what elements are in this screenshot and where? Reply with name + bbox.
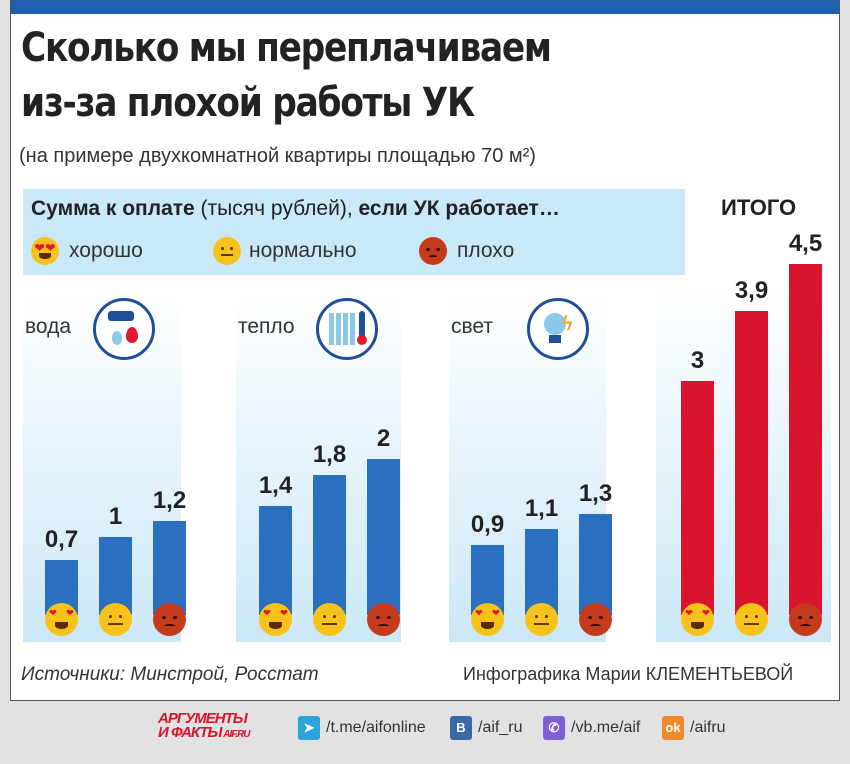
- neutral-face-emoji-icon: [213, 237, 241, 265]
- category-label: вода: [25, 315, 72, 338]
- bar-value-label: 0,9: [470, 510, 505, 538]
- infographic-card: Сколько мы переплачиваем из-за плохой ра…: [10, 0, 840, 701]
- angry-face-emoji-icon: [579, 603, 612, 636]
- bar-water-1: [99, 537, 132, 615]
- credit: Инфографика Марии КЛЕМЕНТЬЕВОЙ: [463, 664, 794, 684]
- viber-link[interactable]: ✆ /vb.me/aif: [543, 716, 640, 740]
- legend-item-good: ❤ ❤ хорошо: [31, 237, 143, 265]
- bar-total-2: [789, 264, 822, 615]
- bar-light-2: [579, 513, 612, 615]
- subtitle: (на примере двухкомнатной квартиры площа…: [19, 145, 536, 167]
- angry-face-emoji-icon: [367, 603, 400, 636]
- odnoklassniki-link[interactable]: ok/aifru: [662, 716, 726, 740]
- total-title: ИТОГО: [721, 195, 797, 220]
- link-text: /aif_ru: [478, 719, 523, 736]
- heart-eyes-emoji-icon: ❤ ❤: [259, 603, 292, 636]
- bar-value-label: 0,7: [44, 526, 79, 554]
- source: Источники: Минстрой, Росстат: [21, 664, 319, 685]
- angry-face-emoji-icon: [153, 603, 186, 636]
- footer: АРГУМЕНТЫ И ФАКТЫ AIF.RU ➤ /t.me/aifonline…: [0, 710, 850, 742]
- telegram-link[interactable]: ➤ /t.me/aifonline: [298, 716, 426, 740]
- light-bulb-icon: ϟ: [527, 298, 589, 360]
- legend-header-bold: Сумма к оплате: [31, 197, 195, 220]
- link-text: /t.me/aifonline: [326, 719, 426, 736]
- angry-face-emoji-icon: [419, 237, 447, 265]
- vk-icon: B: [450, 716, 472, 740]
- legend: Сумма к оплате (тысяч рублей), если УК р…: [23, 189, 685, 275]
- top-bar: [11, 0, 839, 14]
- bar-heat-0: [259, 505, 292, 615]
- legend-label: нормально: [249, 239, 357, 262]
- legend-header: Сумма к оплате (тысяч рублей), если УК р…: [31, 197, 560, 221]
- aif-logo: АРГУМЕНТЫ И ФАКТЫ AIF.RU: [158, 710, 251, 741]
- bar-light-1: [525, 529, 558, 615]
- neutral-face-emoji-icon: [99, 603, 132, 636]
- odnoklassniki-icon: ok: [662, 716, 684, 740]
- bar-heat-1: [313, 474, 346, 615]
- heart-eyes-emoji-icon: ❤ ❤: [471, 603, 504, 636]
- vk-link[interactable]: B/aif_ru: [450, 716, 522, 740]
- heart-eyes-emoji-icon: ❤ ❤: [45, 603, 78, 636]
- angry-face-emoji-icon: [789, 603, 822, 636]
- category-label: свет: [451, 315, 494, 338]
- bar-value-label: 4,5: [788, 230, 823, 257]
- water-tap-icon: [93, 298, 155, 360]
- link-text: /aifru: [690, 719, 726, 736]
- legend-header-units: (тысяч рублей),: [194, 197, 359, 220]
- bar-value-label: 2: [376, 425, 391, 452]
- bar-total-0: [681, 381, 714, 615]
- legend-item-bad: плохо: [419, 237, 514, 265]
- bar-total-1: [735, 310, 768, 615]
- title-line-1: Сколько мы переплачиваем: [21, 25, 552, 71]
- legend-label: хорошо: [69, 239, 143, 262]
- bar-value-label: 3: [690, 347, 705, 374]
- viber-icon: ✆: [543, 716, 565, 740]
- bar-value-label: 1,8: [312, 440, 347, 468]
- radiator-thermometer-icon: [316, 298, 378, 360]
- bar-heat-2: [367, 459, 400, 615]
- neutral-face-emoji-icon: [313, 603, 346, 636]
- bar-value-label: 1,3: [578, 479, 613, 507]
- legend-header-condition: если УК работает…: [358, 197, 560, 220]
- bar-water-2: [153, 521, 186, 615]
- neutral-face-emoji-icon: [525, 603, 558, 636]
- category-label: тепло: [238, 315, 295, 338]
- bar-value-label: 3,9: [734, 276, 769, 304]
- link-text: /vb.me/aif: [571, 719, 641, 736]
- heart-eyes-emoji-icon: ❤ ❤: [31, 237, 59, 265]
- bar-value-label: 1: [108, 503, 123, 530]
- title-line-2: из-за плохой работы УК: [21, 80, 475, 126]
- bar-value-label: 1,1: [524, 495, 559, 523]
- heart-eyes-emoji-icon: ❤ ❤: [681, 603, 714, 636]
- legend-label: плохо: [457, 239, 515, 262]
- bar-value-label: 1,2: [152, 487, 187, 515]
- neutral-face-emoji-icon: [735, 603, 768, 636]
- telegram-icon: ➤: [298, 716, 320, 740]
- bar-value-label: 1,4: [258, 471, 293, 499]
- legend-item-normal: нормально: [213, 237, 357, 265]
